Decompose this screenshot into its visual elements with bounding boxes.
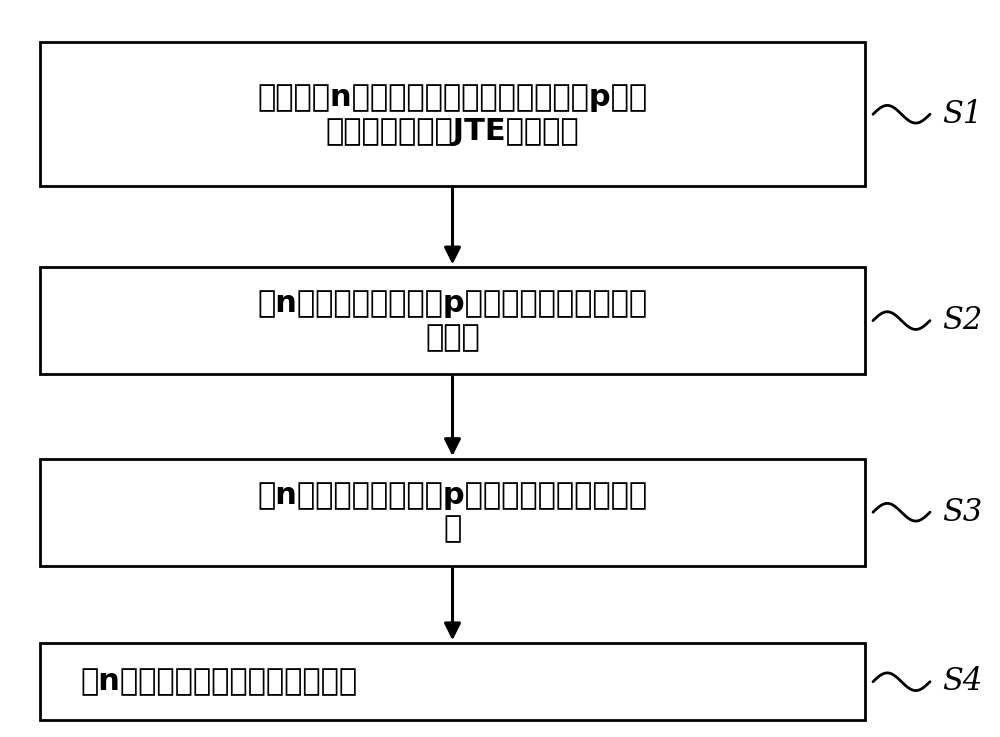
Text: S4: S4 — [942, 666, 982, 697]
Bar — [40, 268, 865, 374]
Text: 在n型氧化镓外延层和p型金刚石结区上制备阳
极: 在n型氧化镓外延层和p型金刚石结区上制备阳 极 — [257, 481, 648, 543]
Bar — [40, 43, 865, 186]
Text: S3: S3 — [942, 497, 982, 528]
Text: S2: S2 — [942, 305, 982, 336]
Text: 在基片的n型氧化镓外延层的表层中制备p型金
刚石结区，形成JTE终端结构: 在基片的n型氧化镓外延层的表层中制备p型金 刚石结区，形成JTE终端结构 — [257, 83, 648, 145]
Bar — [40, 643, 865, 721]
Text: S1: S1 — [942, 99, 982, 130]
Bar — [40, 458, 865, 566]
Text: 在n型氧化镓衬底的底部制备阴极: 在n型氧化镓衬底的底部制备阴极 — [80, 667, 357, 696]
Text: 在n型氧化镓外延层和p型金刚石结区上制备绝
缘介质: 在n型氧化镓外延层和p型金刚石结区上制备绝 缘介质 — [257, 290, 648, 352]
